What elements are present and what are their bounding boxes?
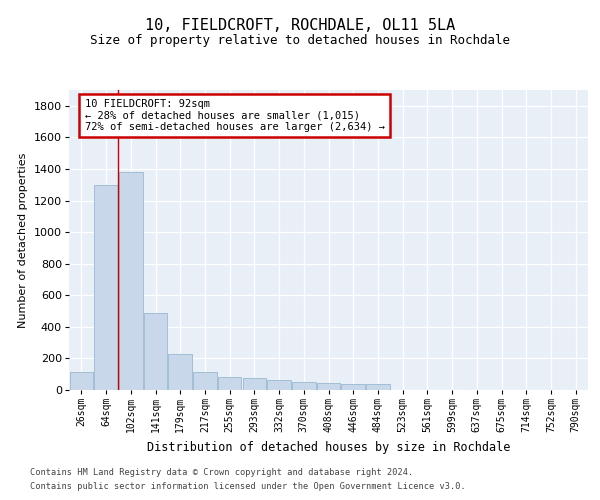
Bar <box>268 380 291 390</box>
Text: Contains HM Land Registry data © Crown copyright and database right 2024.: Contains HM Land Registry data © Crown c… <box>30 468 413 477</box>
Bar <box>366 384 389 390</box>
Bar <box>119 172 143 390</box>
Bar <box>169 354 192 390</box>
Bar <box>94 184 118 390</box>
Text: 10, FIELDCROFT, ROCHDALE, OL11 5LA: 10, FIELDCROFT, ROCHDALE, OL11 5LA <box>145 18 455 32</box>
Bar <box>292 382 316 390</box>
Text: Distribution of detached houses by size in Rochdale: Distribution of detached houses by size … <box>147 441 511 454</box>
Bar <box>70 372 93 390</box>
Bar <box>242 378 266 390</box>
Text: Contains public sector information licensed under the Open Government Licence v3: Contains public sector information licen… <box>30 482 466 491</box>
Y-axis label: Number of detached properties: Number of detached properties <box>19 152 28 328</box>
Text: 10 FIELDCROFT: 92sqm
← 28% of detached houses are smaller (1,015)
72% of semi-de: 10 FIELDCROFT: 92sqm ← 28% of detached h… <box>85 99 385 132</box>
Bar <box>341 384 365 390</box>
Bar <box>144 312 167 390</box>
Bar <box>193 372 217 390</box>
Bar <box>218 376 241 390</box>
Bar <box>317 384 340 390</box>
Text: Size of property relative to detached houses in Rochdale: Size of property relative to detached ho… <box>90 34 510 47</box>
